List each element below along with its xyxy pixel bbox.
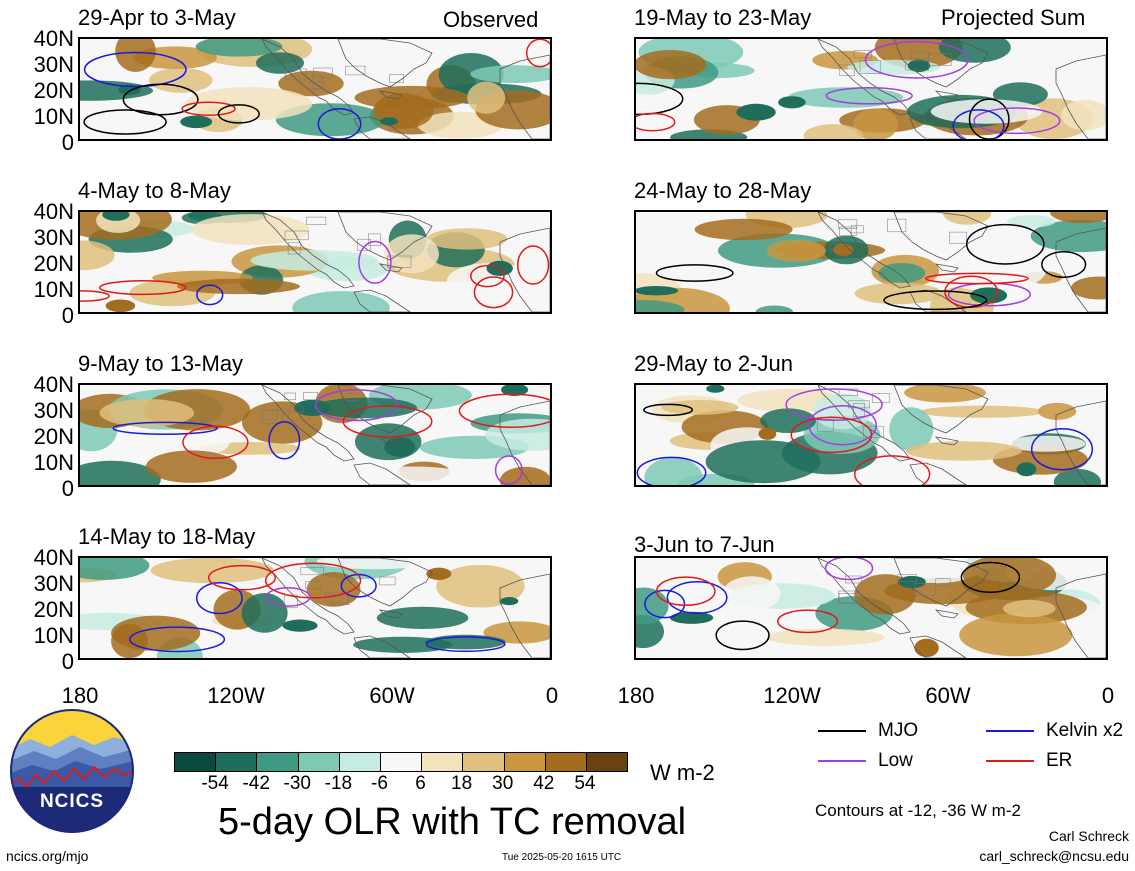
colorbar-swatch: [586, 753, 628, 771]
legend-er-label: ER: [1046, 750, 1073, 771]
x-label-120w-right: 120W: [763, 683, 821, 708]
legend-low-line: [818, 760, 866, 762]
ncics-logo: NCICS: [10, 709, 134, 833]
x-label-0-left: 0: [545, 683, 559, 708]
legend-mjo-label: MJO: [878, 720, 919, 741]
y-axis-label: 0: [61, 130, 74, 155]
panel-title-8: 3-Jun to 7-Jun: [634, 532, 775, 557]
panel-title-1: 29-Apr to 3-May: [78, 5, 236, 30]
colorbar-swatch: [545, 753, 587, 771]
y-axis-label: 20N: [33, 78, 74, 103]
colorbar-swatch: [339, 753, 381, 771]
y-axis-label: 20N: [33, 597, 74, 622]
y-axis-label: 30N: [33, 398, 74, 423]
colorbar-swatch: [175, 753, 217, 771]
y-axis-label: 40N: [33, 26, 74, 51]
legend-kelvin-label: Kelvin x2: [1046, 720, 1124, 741]
footer-email[interactable]: carl_schreck@ncsu.edu: [979, 848, 1129, 864]
x-label-180-left: 180: [61, 683, 99, 708]
contours-note: Contours at -12, -36 W m-2: [815, 801, 1021, 820]
colorbar-tick-label: -42: [242, 773, 270, 794]
observed-label: Observed: [443, 7, 539, 32]
map-panel-projected-3: [634, 383, 1108, 487]
colorbar-swatch: [463, 753, 505, 771]
panel-title-4: 14-May to 18-May: [78, 524, 256, 549]
colorbar-swatch: [422, 753, 464, 771]
colorbar-swatch: [380, 753, 423, 771]
ncics-logo-text: NCICS: [39, 791, 105, 812]
y-axis-label: 20N: [33, 424, 74, 449]
map-panel-projected-4: [634, 556, 1108, 660]
colorbar-units: W m-2: [650, 760, 715, 785]
y-axis-label: 30N: [33, 52, 74, 77]
colorbar-swatch: [257, 753, 299, 771]
map-panel-observed-4: [78, 556, 552, 660]
footer-url[interactable]: ncics.org/mjo: [6, 848, 89, 864]
y-axis-label: 0: [61, 649, 74, 674]
x-label-120w-left: 120W: [207, 683, 265, 708]
map-panel-observed-2: [78, 210, 552, 314]
colorbar-tick-label: 18: [451, 773, 473, 794]
colorbar-tick-label: -54: [201, 773, 229, 794]
footer-timestamp: Tue 2025-05-20 1615 UTC: [502, 852, 622, 863]
legend-kelvin-line: [986, 730, 1034, 732]
x-label-0-right: 0: [1101, 683, 1115, 708]
y-axis-label: 10N: [33, 277, 74, 302]
map-panel-projected-1: [634, 37, 1108, 141]
colorbar-swatch: [298, 753, 340, 771]
footer-author: Carl Schreck: [1048, 828, 1129, 844]
panel-title-5: 19-May to 23-May: [634, 5, 812, 30]
colorbar-tick-label: 42: [533, 773, 555, 794]
y-axis-label: 30N: [33, 571, 74, 596]
colorbar-tick-label: -6: [371, 773, 388, 794]
map-panel-projected-2: [634, 210, 1108, 314]
y-axis-label: 40N: [33, 372, 74, 397]
map-panel-observed-3: [78, 383, 552, 487]
y-axis-label: 10N: [33, 450, 74, 475]
projected-label: Projected Sum: [941, 5, 1086, 30]
x-label-60w-right: 60W: [925, 683, 971, 708]
x-label-60w-left: 60W: [369, 683, 415, 708]
y-axis-label: 40N: [33, 545, 74, 570]
y-axis-label: 40N: [33, 199, 74, 224]
y-axis-label: 30N: [33, 225, 74, 250]
colorbar-tick-label: 54: [574, 773, 596, 794]
map-panel-observed-1: [78, 37, 552, 141]
panel-title-2: 4-May to 8-May: [78, 178, 231, 203]
y-axis-label: 20N: [33, 251, 74, 276]
colorbar-tick-label: 6: [415, 773, 426, 794]
x-label-180-right: 180: [617, 683, 655, 708]
legend-er-line: [986, 760, 1034, 762]
y-axis-label: 0: [61, 476, 74, 501]
main-title: 5-day OLR with TC removal: [218, 801, 687, 843]
colorbar-tick-label: 30: [492, 773, 514, 794]
legend-low-label: Low: [878, 750, 913, 771]
panel-title-6: 24-May to 28-May: [634, 178, 812, 203]
panel-title-7: 29-May to 2-Jun: [634, 351, 793, 376]
panel-title-3: 9-May to 13-May: [78, 351, 244, 376]
colorbar-swatch: [504, 753, 546, 771]
colorbar-swatch: [216, 753, 258, 771]
legend-mjo-line: [818, 730, 866, 732]
colorbar-tick-label: -18: [324, 773, 353, 794]
y-axis-label: 10N: [33, 104, 74, 129]
colorbar: [174, 752, 628, 772]
y-axis-label: 10N: [33, 623, 74, 648]
y-axis-label: 0: [61, 303, 74, 328]
colorbar-tick-label: -30: [283, 773, 311, 794]
